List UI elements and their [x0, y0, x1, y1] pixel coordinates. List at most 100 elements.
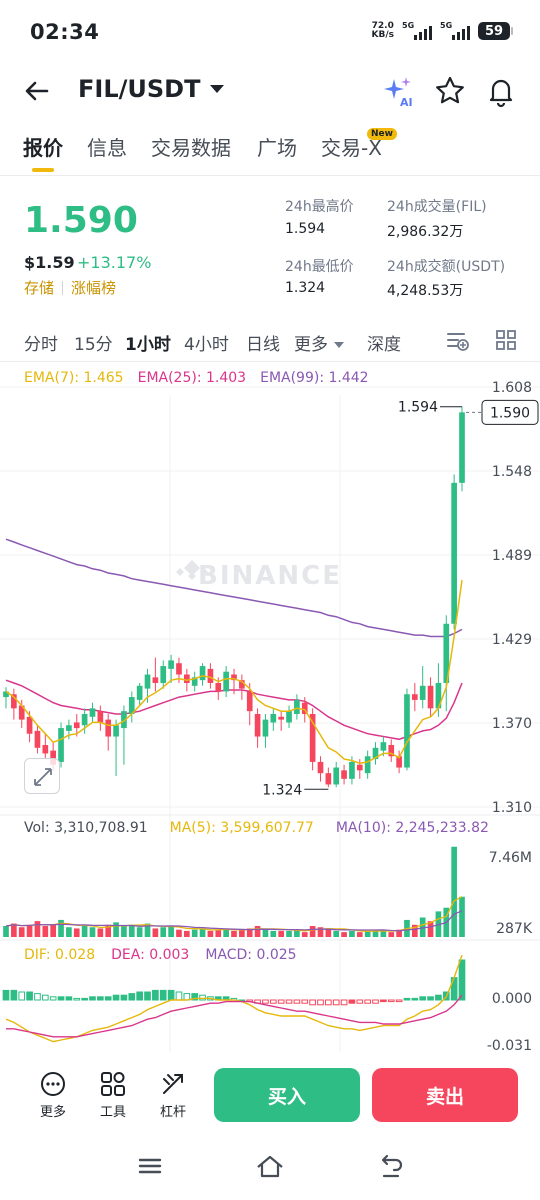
buy-button[interactable]: 买入: [214, 1068, 360, 1122]
interval-1h[interactable]: 1小时: [125, 335, 171, 355]
volume-bar: [317, 927, 324, 937]
ma5-legend: MA(5): 3,599,607.77: [169, 820, 314, 836]
interval-15m[interactable]: 15分: [74, 335, 113, 355]
tab-info[interactable]: 信息: [87, 136, 127, 160]
candle-body: [199, 666, 206, 681]
volume-bar: [223, 928, 229, 937]
ai-sparkle-icon[interactable]: AI: [382, 74, 416, 108]
volume-tick-label: 7.46M: [489, 850, 532, 866]
sell-button[interactable]: 卖出: [372, 1068, 518, 1122]
candle-body: [81, 713, 88, 726]
volume-bar: [427, 921, 434, 937]
volume-bar: [341, 932, 347, 937]
leverage-button[interactable]: 杠杆: [148, 1070, 198, 1120]
macd-histogram-bar: [395, 999, 403, 1003]
chevron-down-icon: [334, 342, 344, 348]
macd-histogram-bar: [73, 997, 81, 1001]
macd-histogram-bar: [317, 999, 324, 1006]
tools-button[interactable]: 工具: [88, 1070, 138, 1120]
tab-square[interactable]: 广场: [257, 136, 297, 160]
ema99-path: [5, 538, 463, 638]
home-icon[interactable]: [254, 1152, 286, 1180]
ema25-legend: EMA(25): 1.403: [137, 370, 247, 386]
volume-tick-label: 287K: [496, 921, 533, 937]
pair-selector[interactable]: FIL/USDT: [78, 75, 225, 103]
tab-quote[interactable]: 报价: [23, 136, 63, 160]
volume-bar: [451, 846, 457, 937]
tab-trade-x[interactable]: 交易-X: [321, 136, 382, 160]
layout-grid-icon[interactable]: [494, 328, 518, 352]
tag-storage[interactable]: 存储: [24, 279, 55, 297]
dea-line: [6, 994, 463, 1038]
volume-bar: [262, 929, 269, 937]
interval-depth[interactable]: 深度: [367, 335, 401, 355]
volume-ma10-line: [5, 910, 463, 932]
back-icon[interactable]: [374, 1152, 406, 1180]
candle-body: [191, 677, 198, 686]
fullscreen-button[interactable]: [24, 758, 60, 794]
candlestick-chart[interactable]: BINANCE 1.608 1.548 1.489 1.429 1.370 1.310 7…: [0, 360, 540, 1060]
more-button[interactable]: 更多: [28, 1070, 78, 1120]
candle-body: [11, 694, 17, 709]
macd-histogram-bar: [340, 999, 348, 1006]
volume-bar: [121, 926, 127, 937]
volume-bar: [380, 930, 387, 937]
bell-icon[interactable]: [484, 74, 518, 108]
candle-body: [278, 716, 285, 720]
macd-histogram-bar: [120, 994, 128, 1001]
pair-title: FIL/USDT: [78, 75, 201, 103]
binance-logo-icon: [176, 560, 208, 580]
macd-histogram-bar: [387, 999, 395, 1003]
volume-bar: [309, 926, 316, 937]
macd-histogram-bar: [364, 999, 371, 1004]
candle-body: [341, 770, 347, 779]
volume-bar: [254, 926, 261, 937]
ema-legend[interactable]: EMA(7): 1.465 EMA(25): 1.403 EMA(99): 1.…: [24, 370, 369, 386]
macd-histogram-bar: [18, 991, 26, 1001]
interval-more-label: 更多: [294, 335, 328, 355]
ema99-line: [5, 538, 463, 638]
candle-body: [317, 761, 324, 774]
tag-gainers[interactable]: 涨幅榜: [71, 279, 117, 297]
volume-bar: [270, 930, 277, 937]
interval-timeline[interactable]: 分时: [24, 335, 58, 355]
volume-legend[interactable]: Vol: 3,310,708.91 MA(5): 3,599,607.77 MA…: [24, 820, 489, 836]
battery-icon: 59: [478, 22, 513, 40]
price-tick-label: 1.370: [492, 716, 532, 732]
macd-histogram-bar: [34, 993, 41, 1001]
price-tick-label: 1.608: [492, 380, 532, 396]
indicator-settings-icon[interactable]: [445, 328, 471, 354]
macd-legend[interactable]: DIF: 0.028 DEA: 0.003 MACD: 0.025: [24, 947, 297, 963]
candle-body: [50, 750, 57, 765]
star-icon[interactable]: [433, 74, 467, 108]
tag-divider: [62, 280, 64, 295]
volume-bar: [396, 929, 402, 937]
low-annotation: 1.324: [262, 782, 302, 798]
volume-bar: [26, 924, 33, 937]
dif-line: [5, 954, 463, 1043]
ema7-path: [5, 579, 463, 765]
menu-icon[interactable]: [134, 1152, 166, 1180]
ma10-legend: MA(10): 2,245,233.82: [335, 820, 489, 836]
volume-bar: [372, 929, 379, 937]
tab-trading-data[interactable]: 交易数据: [151, 136, 231, 160]
back-arrow-icon[interactable]: [20, 74, 54, 108]
volume-bar: [152, 928, 159, 937]
interval-1d[interactable]: 日线: [246, 335, 280, 355]
volume-bar: [144, 923, 151, 937]
volume-bar: [81, 926, 88, 937]
macd-histogram-bar: [159, 989, 167, 1001]
macd-histogram-bar: [309, 999, 316, 1006]
candle-body: [239, 680, 245, 689]
tools-grid-icon: [101, 1072, 125, 1096]
macd-histogram-bar: [427, 996, 434, 1001]
macd-histogram-bar: [65, 996, 73, 1001]
interval-more[interactable]: 更多: [294, 330, 344, 355]
macd-tick-label: -0.031: [487, 1038, 532, 1054]
macd-tick-label: 0.000: [492, 991, 532, 1007]
price-tick-label: 1.548: [492, 464, 532, 480]
action-bar: 更多 工具 杠杆 买入 卖出: [0, 1062, 540, 1134]
volume-label: 24h成交量(FIL): [387, 199, 487, 215]
interval-4h[interactable]: 4小时: [184, 335, 229, 355]
volume-bar: [419, 917, 426, 937]
